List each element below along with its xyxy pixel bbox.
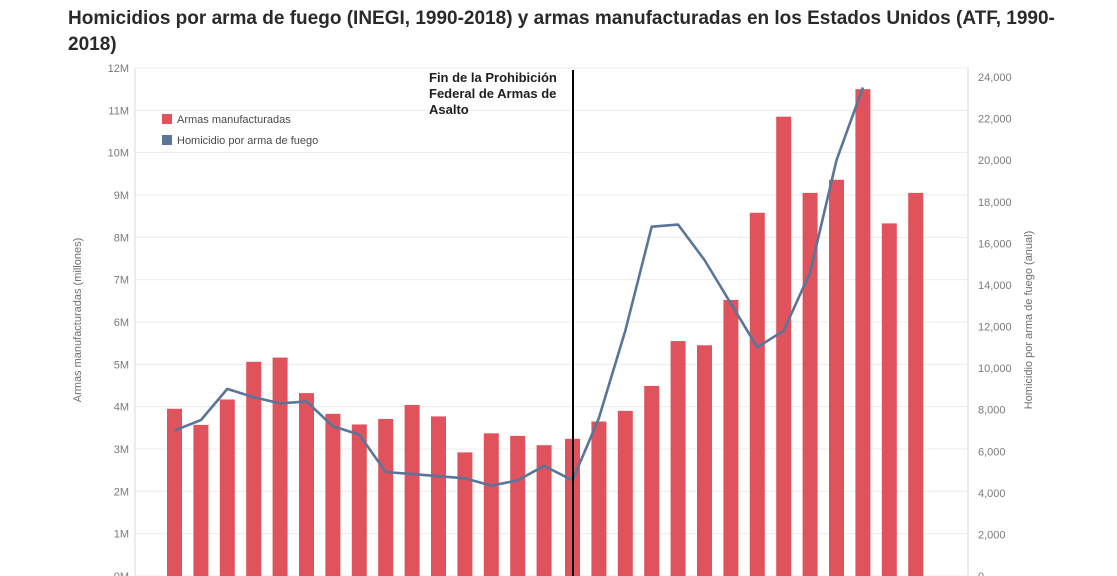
bar — [378, 418, 394, 576]
bar — [723, 299, 739, 576]
legend-swatch-line — [162, 135, 172, 145]
y-tick-label-left: 1M — [114, 529, 129, 541]
y-axis-label-left: Armas manufacturadas (millones) — [72, 238, 84, 402]
annotation: Fin de la Prohibición Federal de Armas d… — [429, 70, 557, 117]
y-tick-label-left: 7M — [114, 275, 129, 287]
bar — [829, 179, 844, 576]
y-tick-label-left: 2M — [114, 486, 129, 498]
y-tick-label-right: 6,000 — [978, 446, 1006, 458]
y-tick-label-right: 24,000 — [978, 72, 1012, 84]
y-tick-label-left: 6M — [114, 317, 129, 329]
bar — [193, 424, 209, 576]
bar — [881, 223, 897, 576]
bar — [536, 445, 552, 576]
legend-label-line: Homicidio por arma de fuego — [177, 135, 318, 147]
annotation-line-1: Fin de la Prohibición — [429, 70, 557, 85]
bar — [457, 452, 473, 576]
bar — [272, 357, 288, 576]
y-tick-label-left: 12M — [108, 63, 129, 75]
legend: Armas manufacturadas Homicidio por arma … — [162, 114, 318, 147]
y-tick-label-right: 4,000 — [978, 488, 1006, 500]
annotation-line-3: Asalto — [429, 102, 469, 117]
bar — [749, 212, 765, 576]
y-tick-label-left: 4M — [114, 402, 129, 414]
bar — [644, 385, 660, 576]
bar — [908, 192, 924, 576]
bar — [510, 435, 526, 576]
bar — [670, 341, 686, 576]
bar — [617, 410, 633, 576]
bar — [299, 393, 314, 576]
y-tick-label-left: 9M — [114, 190, 129, 202]
bar — [697, 345, 712, 576]
y-axis-label-right: Homicidio por arma de fuego (anual) — [1023, 231, 1035, 410]
y-tick-label-left: 0M — [114, 571, 129, 576]
bar — [591, 421, 607, 576]
y-tick-label-right: 14,000 — [978, 280, 1012, 292]
y-tick-label-right: 0 — [978, 571, 984, 576]
bar — [776, 116, 792, 576]
y-tick-label-right: 2,000 — [978, 529, 1006, 541]
y-tick-label-right: 16,000 — [978, 238, 1012, 250]
y-tick-label-right: 8,000 — [978, 405, 1006, 417]
bar-series — [167, 89, 924, 576]
y-tick-label-right: 22,000 — [978, 114, 1012, 126]
y-tick-label-right: 12,000 — [978, 322, 1012, 334]
annotation-line-2: Federal de Armas de — [429, 86, 556, 101]
line-series — [174, 86, 865, 487]
bar — [167, 408, 182, 576]
y-tick-label-left: 10M — [108, 148, 129, 160]
axes: 0M 1M 2M 3M 4M 5M 6M 7M 8M 9M 10M 11M 12M 0 2,000 4,000… — [108, 63, 1012, 576]
bar — [483, 433, 499, 576]
y-tick-label-left: 8M — [114, 232, 129, 244]
line-path — [174, 86, 865, 487]
y-tick-label-right: 18,000 — [978, 197, 1012, 209]
legend-swatch-bars — [162, 114, 172, 124]
bar — [351, 424, 367, 576]
y-tick-label-right: 10,000 — [978, 363, 1012, 375]
bar — [431, 416, 446, 576]
bar — [855, 89, 871, 576]
chart-title: Homicidios por arma de fuego (INEGI, 199… — [68, 8, 1055, 55]
bar — [404, 404, 420, 576]
bar — [802, 192, 818, 576]
y-tick-label-left: 5M — [114, 359, 129, 371]
y-tick-label-right: 20,000 — [978, 155, 1012, 167]
legend-label-bars: Armas manufacturadas — [177, 114, 291, 126]
bar — [219, 399, 235, 576]
bar — [246, 361, 262, 576]
bar — [325, 413, 341, 576]
y-tick-label-left: 11M — [108, 105, 129, 117]
y-tick-label-left: 3M — [114, 444, 129, 456]
